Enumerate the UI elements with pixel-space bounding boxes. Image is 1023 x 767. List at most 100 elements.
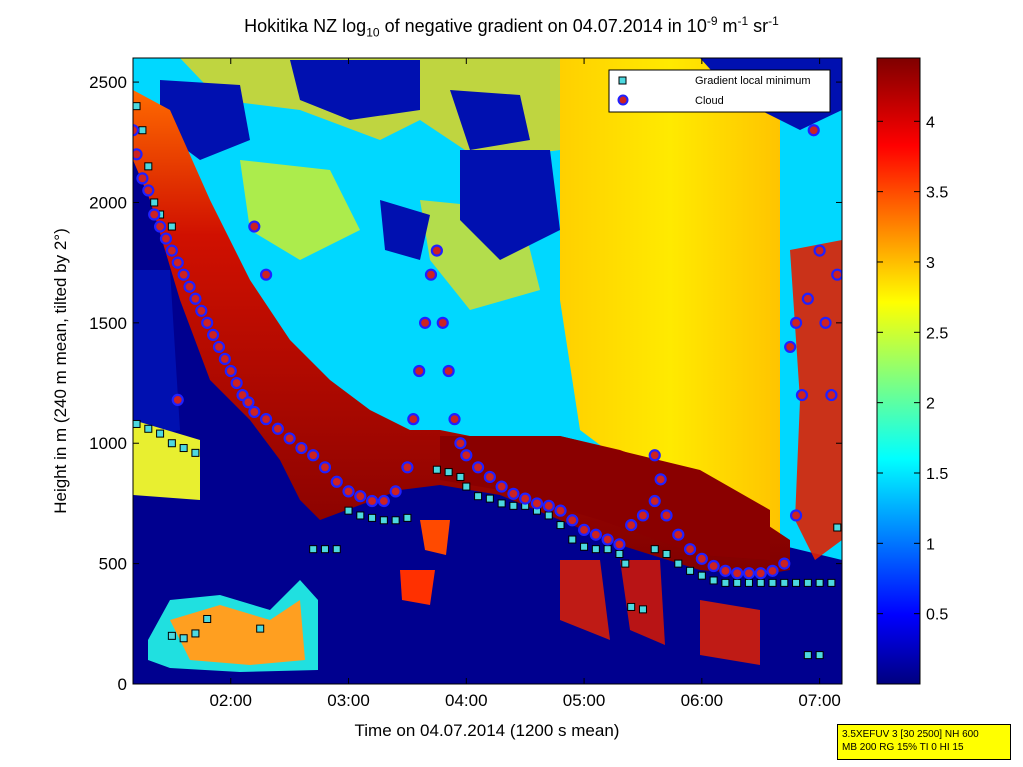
field-yellow-band <box>560 58 780 540</box>
gradient-min-point <box>344 506 353 515</box>
gradient-min-point <box>615 549 624 558</box>
cloud-point <box>413 364 426 378</box>
gradient-min-point <box>167 222 176 231</box>
gradient-min-point <box>167 631 176 640</box>
gradient-min-point <box>191 448 200 457</box>
cloud-point <box>418 316 432 329</box>
gradient-min-point <box>191 629 200 638</box>
cloud-point <box>195 304 208 317</box>
gradient-min-point <box>544 511 553 520</box>
cloud-point <box>495 480 508 493</box>
field-darkred-layer <box>440 436 770 560</box>
gradient-min-point <box>815 651 824 660</box>
gradient-min-point <box>556 521 565 530</box>
cloud-point <box>471 461 485 474</box>
gradient-min-point <box>621 559 630 568</box>
cloud-point <box>683 543 697 556</box>
cloud-point <box>248 405 261 419</box>
gradient-min-point <box>179 634 188 643</box>
cloud-point <box>825 388 838 402</box>
gradient-min-point <box>332 545 341 554</box>
cloud-point <box>248 220 261 233</box>
gradient-min-point <box>368 513 377 522</box>
cloud-point <box>784 340 797 354</box>
gradient-min-point <box>591 545 600 554</box>
cloud-point <box>831 268 842 281</box>
cloud-point <box>695 552 708 565</box>
legend-label-cloud: Cloud <box>695 95 724 107</box>
colorbar-tick-label: 3 <box>926 255 935 272</box>
info-line-1: 3.5XEFUV 3 [30 2500] NH 600 <box>842 729 979 740</box>
colorbar-tick-label: 1.5 <box>926 466 948 483</box>
colorbar <box>876 57 921 685</box>
cloud-point <box>142 184 155 197</box>
cloud-point <box>448 413 461 426</box>
cloud-point <box>189 292 202 305</box>
cloud-point <box>807 124 820 137</box>
cloud-point <box>401 461 414 474</box>
gradient-min-point <box>356 511 365 520</box>
gradient-min-point <box>638 605 647 614</box>
cloud-point <box>201 316 214 329</box>
cloud-point <box>259 268 273 281</box>
gradient-min-point <box>485 494 494 503</box>
gradient-min-point <box>138 126 147 135</box>
x-tick-label: 06:00 <box>681 691 724 710</box>
cloud-point <box>430 244 443 257</box>
gradient-min-point <box>203 614 212 623</box>
cloud-point <box>460 449 473 462</box>
cloud-point <box>271 422 284 435</box>
x-tick-label: 05:00 <box>563 691 606 710</box>
gradient-min-point <box>497 499 506 508</box>
gradient-min-point <box>320 545 329 554</box>
cloud-point <box>424 268 438 281</box>
colorbar-ticks: 0.5 1 1.5 2 2.5 3 3.5 4 <box>877 114 948 624</box>
y-tick-label: 1500 <box>89 314 127 333</box>
cloud-point <box>377 494 390 508</box>
x-tick-label: 02:00 <box>209 691 252 710</box>
cloud-point <box>330 475 343 488</box>
cloud-point <box>707 559 720 573</box>
gradient-min-point <box>803 651 812 660</box>
cloud-point <box>218 352 231 366</box>
gradient-min-point <box>833 523 842 532</box>
cloud-point <box>177 268 190 281</box>
gradient-min-point <box>686 566 695 575</box>
colorbar-tick-label: 2.5 <box>926 325 948 342</box>
cloud-point <box>148 208 161 221</box>
gradient-min-point <box>256 624 265 633</box>
gradient-min-point <box>456 472 465 481</box>
cloud-point <box>636 509 650 522</box>
colorbar-tick-label: 2 <box>926 396 935 413</box>
gradient-min-point <box>167 439 176 448</box>
cloud-point <box>407 413 420 426</box>
gradient-min-point <box>650 545 659 554</box>
gradient-min-point <box>432 465 441 474</box>
gradient-min-point <box>309 545 318 554</box>
gradient-min-point <box>179 444 188 453</box>
legend: Gradient local minimum Cloud <box>608 69 831 113</box>
colorbar-tick-label: 3.5 <box>926 185 948 202</box>
cloud-point <box>171 393 184 406</box>
cloud-point <box>648 494 661 508</box>
cloud-point <box>766 564 779 577</box>
cloud-point <box>183 280 196 293</box>
y-axis: 0 500 1000 1500 2000 2500 <box>89 73 842 694</box>
cloud-point <box>318 461 332 474</box>
cloud-point <box>283 432 296 445</box>
cloud-point <box>342 485 355 498</box>
gradient-min-point <box>744 578 753 587</box>
info-line-2: MB 200 RG 15% TI 0 HI 15 <box>842 742 964 753</box>
x-axis: 02:00 03:00 04:00 05:00 06:00 07:00 <box>209 58 841 710</box>
cloud-point <box>259 413 273 426</box>
cloud-point <box>454 437 467 450</box>
info-box: 3.5XEFUV 3 [30 2500] NH 600 MB 200 RG 15… <box>837 724 1011 760</box>
gradient-min-point <box>444 468 453 477</box>
chart-title: Hokitika NZ log10 of negative gradient o… <box>244 14 779 40</box>
cloud-point <box>483 470 496 484</box>
cloud-point <box>133 148 143 161</box>
legend-box <box>608 69 831 113</box>
y-tick-label: 0 <box>118 675 127 694</box>
gradient-min-point <box>474 492 483 501</box>
